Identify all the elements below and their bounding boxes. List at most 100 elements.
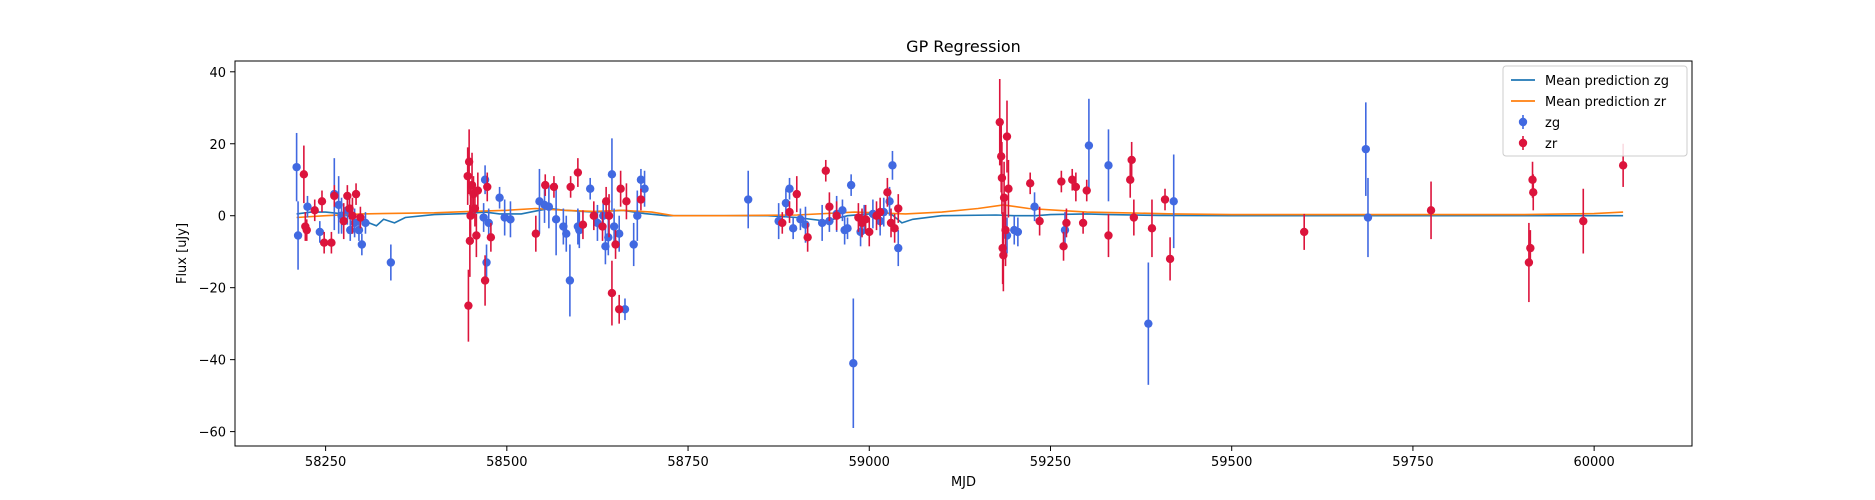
line-zg-mean: [296, 207, 1624, 227]
plot-content: [292, 78, 1628, 429]
point-zg: [562, 229, 571, 238]
point-zr: [865, 227, 874, 237]
plot-area: [292, 78, 1628, 429]
point-zg: [633, 211, 642, 220]
point-zr: [803, 233, 812, 242]
point-zr: [356, 213, 365, 222]
point-zg: [607, 170, 617, 179]
point-zr: [330, 191, 339, 201]
point-zr: [825, 202, 834, 211]
point-zg: [894, 243, 903, 253]
y-tick-label: −40: [199, 354, 226, 369]
point-zg: [303, 202, 312, 211]
point-zr: [616, 184, 625, 193]
point-zr: [302, 225, 311, 235]
point-zr: [1025, 179, 1035, 188]
point-zr: [890, 224, 899, 233]
point-zr: [1062, 218, 1071, 228]
point-zg: [386, 258, 396, 267]
point-zr: [622, 197, 631, 206]
point-zr: [1529, 188, 1538, 197]
point-zr: [464, 301, 473, 310]
legend-swatch-point-zg: [1518, 117, 1528, 127]
point-zr: [861, 215, 870, 224]
x-tick-label: 58500: [486, 455, 527, 470]
legend-swatch-point-zr: [1518, 138, 1528, 148]
y-tick-label: 20: [209, 138, 226, 153]
legend: Mean prediction zg Mean prediction zr zg zr: [1502, 65, 1688, 157]
point-zr: [480, 276, 490, 285]
point-zg: [315, 227, 325, 237]
point-zr: [1104, 231, 1113, 240]
point-zg: [551, 215, 561, 224]
point-zr: [1002, 132, 1012, 141]
point-zr: [549, 182, 559, 192]
point-zr: [351, 189, 361, 199]
point-zr: [883, 188, 892, 197]
point-zr: [1126, 175, 1135, 184]
point-zr: [875, 207, 885, 217]
point-zr: [573, 168, 583, 177]
point-zg: [361, 218, 370, 228]
point-zg: [785, 184, 794, 193]
point-zr: [1004, 184, 1013, 193]
point-zr: [604, 211, 614, 220]
point-zg: [482, 258, 491, 267]
x-axis-label: MJD: [951, 475, 976, 490]
point-zr: [310, 206, 319, 215]
point-zr: [785, 207, 794, 217]
point-zr: [486, 233, 496, 242]
point-zg: [620, 305, 630, 314]
point-zr: [1160, 195, 1170, 204]
point-zr: [1165, 254, 1175, 264]
point-zr: [1147, 224, 1157, 233]
point-zr: [1059, 242, 1068, 251]
series-zr: [299, 78, 1628, 342]
point-zg: [843, 224, 852, 233]
point-zr: [614, 305, 624, 314]
point-zg: [838, 206, 847, 215]
point-zr: [1068, 175, 1077, 184]
point-zr: [1057, 177, 1066, 186]
point-zr: [531, 229, 541, 238]
point-zg: [846, 180, 856, 190]
point-zg: [544, 202, 554, 211]
point-zr: [319, 238, 329, 247]
y-tick-label: −60: [199, 426, 226, 441]
point-zr: [566, 182, 575, 192]
point-zr: [894, 204, 903, 213]
chart-title: GP Regression: [906, 37, 1021, 56]
point-zr: [611, 240, 620, 249]
point-zr: [339, 216, 348, 226]
point-zg: [1060, 225, 1070, 235]
point-zg: [636, 175, 646, 184]
point-zr: [1299, 227, 1309, 237]
point-zr: [995, 117, 1004, 127]
point-zg: [888, 161, 897, 170]
point-zr: [1078, 218, 1088, 228]
point-zr: [607, 288, 617, 298]
point-zg: [849, 359, 858, 368]
point-zr: [348, 211, 357, 220]
point-zg: [585, 184, 595, 193]
point-zg: [354, 225, 364, 235]
point-zr: [792, 189, 801, 199]
x-tick-label: 59500: [1211, 455, 1252, 470]
point-zg: [357, 240, 367, 249]
x-tick-label: 60000: [1573, 455, 1614, 470]
point-zr: [466, 211, 475, 220]
line-zr-mean: [296, 204, 1624, 219]
point-zg: [1013, 227, 1023, 237]
axis-ticks: 58250 58500 58750 59000 59250 59500 59750 60000…: [199, 66, 1615, 470]
legend-label-zg-mean: Mean prediction zg: [1545, 74, 1669, 89]
point-zg: [1084, 141, 1094, 150]
point-zr: [821, 166, 830, 175]
point-zg: [614, 229, 624, 238]
x-tick-label: 58250: [305, 455, 346, 470]
point-zg: [1361, 144, 1371, 154]
x-tick-label: 59250: [1030, 455, 1071, 470]
point-zr: [999, 193, 1009, 202]
point-zr: [778, 218, 787, 228]
point-zr: [472, 231, 481, 240]
legend-label-zg: zg: [1545, 116, 1560, 131]
